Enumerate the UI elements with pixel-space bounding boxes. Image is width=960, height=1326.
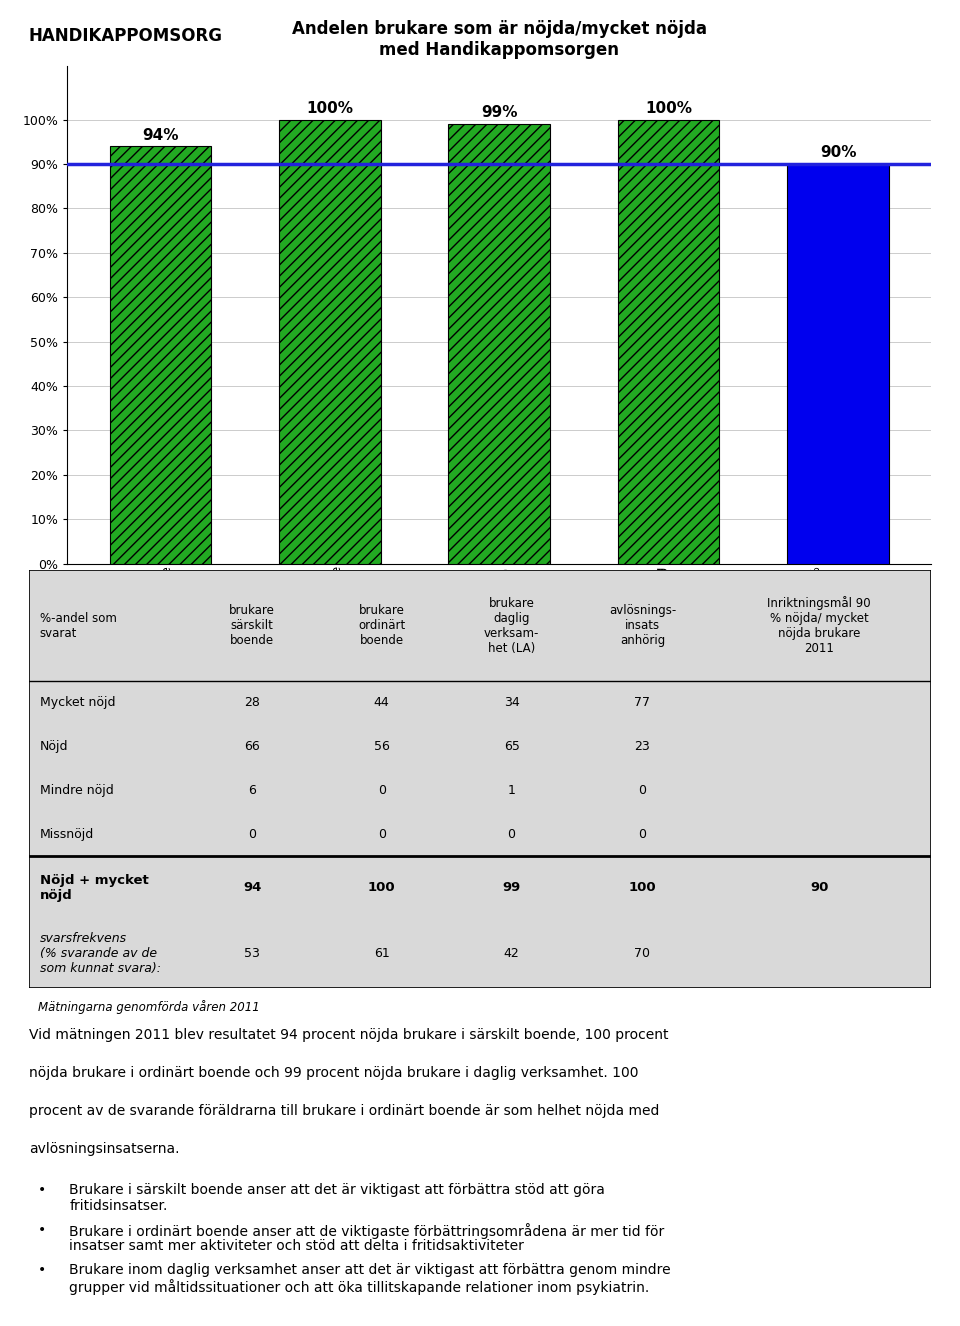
Text: 65: 65: [504, 740, 519, 753]
Text: Mindre nöjd: Mindre nöjd: [39, 784, 113, 797]
Text: 94: 94: [243, 880, 261, 894]
Text: 90: 90: [810, 880, 828, 894]
Text: 6: 6: [249, 784, 256, 797]
Title: Andelen brukare som är nöjda/mycket nöjda
med Handikappomsorgen: Andelen brukare som är nöjda/mycket nöjd…: [292, 20, 707, 60]
Text: •: •: [37, 1183, 46, 1197]
Text: •: •: [37, 1223, 46, 1237]
Text: 100%: 100%: [306, 101, 353, 117]
Text: 28: 28: [244, 696, 260, 709]
Text: 0: 0: [377, 827, 386, 841]
Text: Brukare inom daglig verksamhet anser att det är viktigast att förbättra genom mi: Brukare inom daglig verksamhet anser att…: [69, 1262, 671, 1277]
Text: 90%: 90%: [820, 146, 856, 160]
Text: avlösnings-
insats
anhörig: avlösnings- insats anhörig: [609, 605, 676, 647]
Text: 34: 34: [504, 696, 519, 709]
Text: Missnöjd: Missnöjd: [39, 827, 94, 841]
Text: brukare
särskilt
boende: brukare särskilt boende: [229, 605, 276, 647]
Text: %-andel som
svarat: %-andel som svarat: [39, 611, 116, 639]
Text: Mycket nöjd: Mycket nöjd: [39, 696, 115, 709]
Text: Mätningarna genomförda våren 2011: Mätningarna genomförda våren 2011: [37, 1000, 259, 1014]
Text: Nöjd + mycket
nöjd: Nöjd + mycket nöjd: [39, 874, 149, 902]
Text: grupper vid måltidssituationer och att öka tillitskapande relationer inom psykia: grupper vid måltidssituationer och att ö…: [69, 1280, 650, 1296]
Text: Vid mätningen 2011 blev resultatet 94 procent nöjda brukare i särskilt boende, 1: Vid mätningen 2011 blev resultatet 94 pr…: [29, 1028, 668, 1042]
Text: 23: 23: [635, 740, 650, 753]
Text: 99: 99: [502, 880, 520, 894]
Bar: [448, 125, 550, 564]
Text: •: •: [37, 1262, 46, 1277]
Text: 66: 66: [244, 740, 260, 753]
Bar: [618, 119, 719, 564]
Text: nöjda brukare i ordinärt boende och 99 procent nöjda brukare i daglig verksamhet: nöjda brukare i ordinärt boende och 99 p…: [29, 1066, 638, 1079]
Bar: [109, 146, 211, 564]
Text: 0: 0: [508, 827, 516, 841]
Text: brukare
ordinärt
boende: brukare ordinärt boende: [358, 605, 405, 647]
Text: 42: 42: [504, 947, 519, 960]
Text: avlösningsinsatserna.: avlösningsinsatserna.: [29, 1142, 180, 1156]
Text: 56: 56: [373, 740, 390, 753]
Text: 0: 0: [248, 827, 256, 841]
Text: procent av de svarande föräldrarna till brukare i ordinärt boende är som helhet : procent av de svarande föräldrarna till …: [29, 1103, 660, 1118]
Text: 0: 0: [638, 827, 646, 841]
Text: 100%: 100%: [645, 101, 692, 117]
Text: 0: 0: [377, 784, 386, 797]
Text: 61: 61: [373, 947, 390, 960]
Bar: [279, 119, 380, 564]
Text: brukare
daglig
verksam-
het (LA): brukare daglig verksam- het (LA): [484, 597, 540, 655]
Text: Nöjd: Nöjd: [39, 740, 68, 753]
Text: 100: 100: [629, 880, 657, 894]
Text: fritidsinsatser.: fritidsinsatser.: [69, 1199, 168, 1213]
Text: 94%: 94%: [142, 127, 179, 143]
Text: svarsfrekvens
(% svarande av de
som kunnat svara):: svarsfrekvens (% svarande av de som kunn…: [39, 932, 160, 975]
Text: Brukare i särskilt boende anser att det är viktigast att förbättra stöd att göra: Brukare i särskilt boende anser att det …: [69, 1183, 606, 1197]
Text: 70: 70: [635, 947, 651, 960]
Text: Brukare i ordinärt boende anser att de viktigaste förbättringsområdena är mer ti: Brukare i ordinärt boende anser att de v…: [69, 1223, 664, 1238]
Text: 77: 77: [635, 696, 651, 709]
Text: 100: 100: [368, 880, 396, 894]
Text: 53: 53: [244, 947, 260, 960]
Text: HANDIKAPPOMSORG: HANDIKAPPOMSORG: [29, 28, 223, 45]
Text: 99%: 99%: [481, 106, 517, 121]
Text: 1: 1: [508, 784, 516, 797]
Text: 44: 44: [373, 696, 390, 709]
Bar: [787, 164, 889, 564]
Text: 0: 0: [638, 784, 646, 797]
Text: insatser samt mer aktiviteter och stöd att delta i fritidsaktiviteter: insatser samt mer aktiviteter och stöd a…: [69, 1240, 524, 1253]
Text: Inriktningsmål 90
% nöjda/ mycket
nöjda brukare
2011: Inriktningsmål 90 % nöjda/ mycket nöjda …: [767, 597, 871, 655]
